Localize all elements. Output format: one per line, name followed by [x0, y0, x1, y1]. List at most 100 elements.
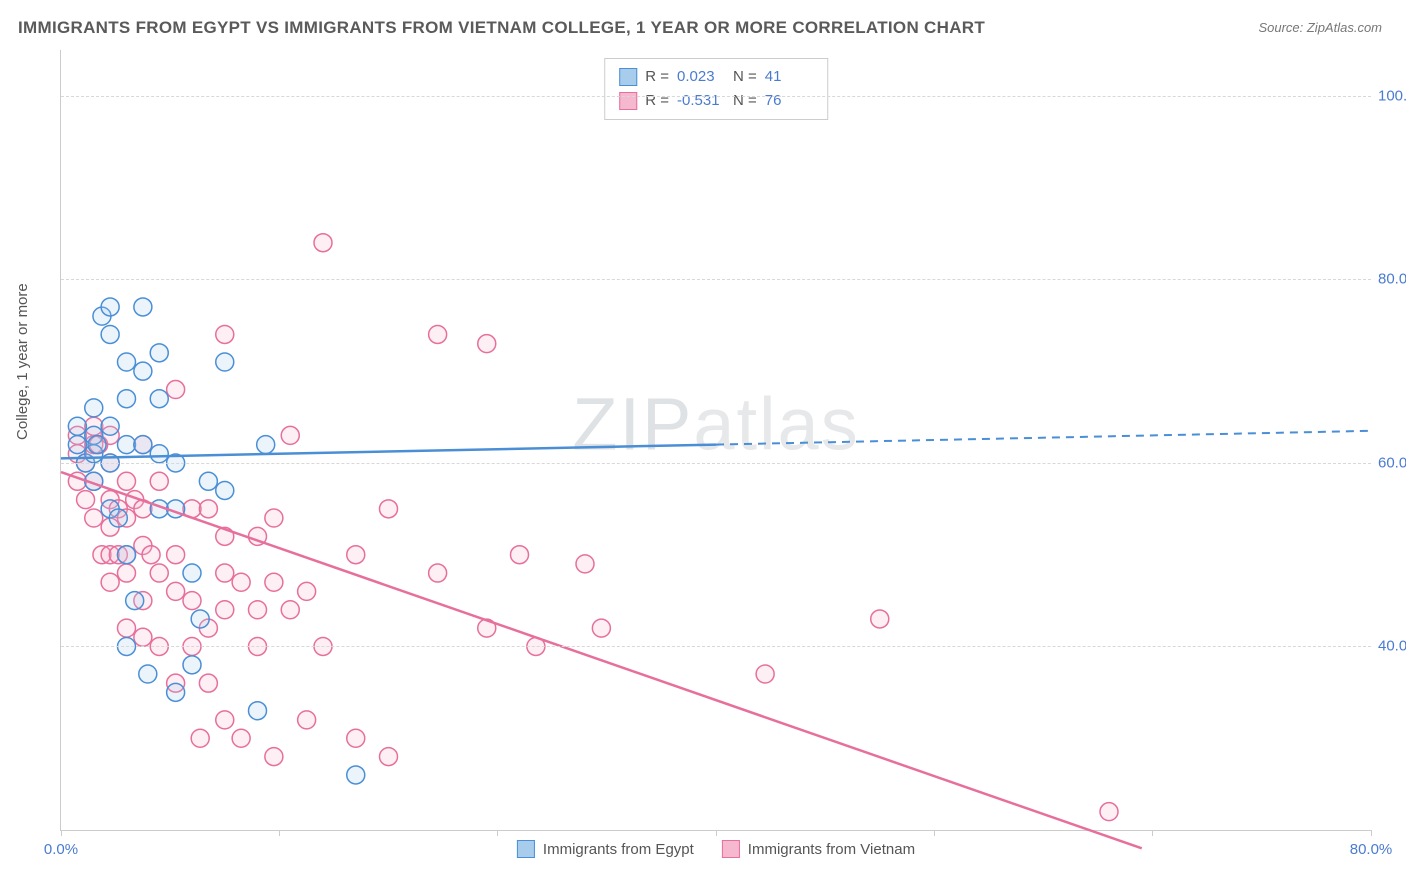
scatter-point [150, 564, 168, 582]
scatter-point [1100, 803, 1118, 821]
scatter-point [134, 436, 152, 454]
scatter-point [216, 481, 234, 499]
scatter-point [265, 748, 283, 766]
scatter-point [68, 417, 86, 435]
legend-item-egypt: Immigrants from Egypt [517, 840, 694, 858]
scatter-point [216, 353, 234, 371]
r-value-vietnam: -0.531 [677, 89, 725, 113]
scatter-point [139, 665, 157, 683]
scatter-point [118, 390, 136, 408]
trend-line [61, 472, 1142, 848]
xtick-mark [279, 830, 280, 836]
bottom-legend: Immigrants from Egypt Immigrants from Vi… [517, 840, 915, 858]
scatter-point [85, 509, 103, 527]
xtick-mark [61, 830, 62, 836]
source-label: Source: ZipAtlas.com [1258, 20, 1382, 35]
scatter-point [265, 573, 283, 591]
scatter-point [281, 601, 299, 619]
scatter-point [183, 564, 201, 582]
scatter-point [429, 564, 447, 582]
scatter-point [216, 711, 234, 729]
scatter-point [167, 381, 185, 399]
scatter-point [134, 298, 152, 316]
scatter-point [347, 729, 365, 747]
legend-swatch-egypt [517, 840, 535, 858]
scatter-point [232, 729, 250, 747]
scatter-point [298, 711, 316, 729]
scatter-point [265, 509, 283, 527]
stats-row-egypt: R = 0.023 N = 41 [619, 65, 813, 89]
scatter-point [511, 546, 529, 564]
r-label-vietnam: R = [645, 89, 669, 113]
n-label-egypt: N = [733, 65, 757, 89]
scatter-point [478, 335, 496, 353]
scatter-point [109, 509, 127, 527]
xtick-mark [716, 830, 717, 836]
scatter-point [150, 344, 168, 362]
stats-row-vietnam: R = -0.531 N = 76 [619, 89, 813, 113]
grid-line [61, 279, 1371, 280]
grid-line [61, 646, 1371, 647]
scatter-point [77, 491, 95, 509]
ytick-label: 40.0% [1378, 638, 1406, 655]
scatter-point [576, 555, 594, 573]
scatter-point [216, 601, 234, 619]
scatter-point [167, 683, 185, 701]
scatter-point [249, 601, 267, 619]
scatter-point [126, 592, 144, 610]
chart-title: IMMIGRANTS FROM EGYPT VS IMMIGRANTS FROM… [18, 18, 985, 38]
scatter-point [150, 390, 168, 408]
ytick-label: 60.0% [1378, 454, 1406, 471]
xtick-mark [1152, 830, 1153, 836]
chart-svg [61, 50, 1371, 830]
r-label-egypt: R = [645, 65, 669, 89]
legend-swatch-vietnam [722, 840, 740, 858]
legend-label-vietnam: Immigrants from Vietnam [748, 841, 915, 858]
scatter-point [183, 592, 201, 610]
scatter-point [68, 436, 86, 454]
scatter-point [118, 619, 136, 637]
scatter-point [756, 665, 774, 683]
scatter-point [183, 656, 201, 674]
scatter-point [150, 472, 168, 490]
scatter-point [118, 546, 136, 564]
grid-line [61, 463, 1371, 464]
scatter-point [199, 500, 217, 518]
ytick-label: 80.0% [1378, 271, 1406, 288]
scatter-point [167, 546, 185, 564]
scatter-point [150, 445, 168, 463]
scatter-point [191, 610, 209, 628]
scatter-point [118, 564, 136, 582]
scatter-point [298, 582, 316, 600]
xtick-label: 0.0% [44, 841, 78, 858]
scatter-point [257, 436, 275, 454]
trend-line-dashed [716, 431, 1371, 445]
scatter-point [347, 766, 365, 784]
scatter-point [232, 573, 250, 591]
n-label-vietnam: N = [733, 89, 757, 113]
scatter-point [380, 748, 398, 766]
scatter-point [592, 619, 610, 637]
scatter-point [167, 582, 185, 600]
swatch-vietnam [619, 92, 637, 110]
scatter-point [380, 500, 398, 518]
scatter-point [134, 628, 152, 646]
scatter-point [249, 702, 267, 720]
grid-line [61, 96, 1371, 97]
n-value-egypt: 41 [765, 65, 813, 89]
xtick-mark [497, 830, 498, 836]
scatter-point [314, 234, 332, 252]
scatter-point [101, 298, 119, 316]
swatch-egypt [619, 68, 637, 86]
scatter-point [429, 325, 447, 343]
scatter-point [199, 674, 217, 692]
scatter-point [134, 362, 152, 380]
scatter-point [199, 472, 217, 490]
legend-item-vietnam: Immigrants from Vietnam [722, 840, 915, 858]
legend-label-egypt: Immigrants from Egypt [543, 841, 694, 858]
scatter-point [85, 399, 103, 417]
scatter-point [142, 546, 160, 564]
scatter-point [216, 564, 234, 582]
n-value-vietnam: 76 [765, 89, 813, 113]
scatter-point [118, 436, 136, 454]
